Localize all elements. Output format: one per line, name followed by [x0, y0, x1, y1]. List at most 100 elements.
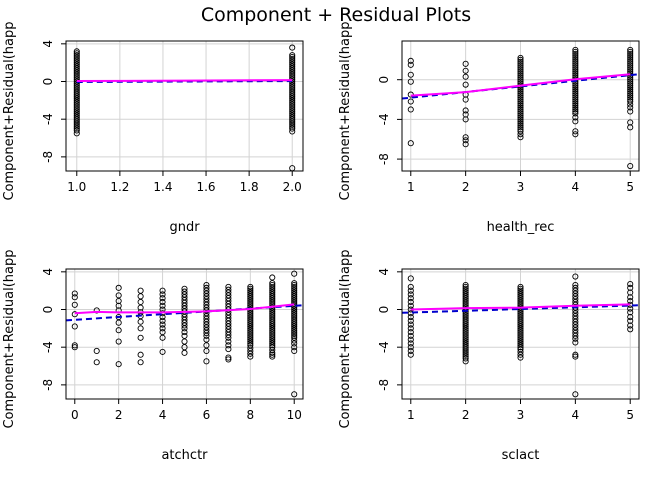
y-tick-label: 4 — [41, 268, 55, 276]
data-point — [289, 91, 296, 98]
smooth-fit-line — [410, 73, 631, 97]
data-point — [627, 88, 634, 95]
panel-1: 1.0 1.2 1.4 1.6 1.8 2.0 gndr -8 -4 0 4 Component+Re… — [2, 21, 304, 235]
data-point — [517, 54, 524, 61]
data-point — [289, 128, 296, 135]
data-point — [71, 301, 78, 308]
data-point — [291, 391, 298, 398]
data-point — [462, 137, 469, 144]
data-point — [627, 54, 634, 61]
data-point — [407, 140, 414, 147]
x-tick-label: 1.4 — [153, 180, 172, 194]
data-point — [289, 85, 296, 93]
data-point — [407, 287, 414, 294]
data-point — [289, 70, 296, 78]
data-point — [407, 340, 414, 347]
data-point — [572, 273, 579, 280]
data-point — [572, 128, 579, 135]
x-axis: 1.0 1.2 1.4 1.6 1.8 2.0 — [67, 171, 302, 194]
data-point — [73, 119, 80, 127]
data-point — [225, 342, 232, 349]
data-point — [517, 56, 524, 63]
data-point — [247, 300, 254, 307]
data-point — [572, 318, 579, 325]
points — [71, 270, 298, 398]
data-point — [572, 64, 579, 71]
data-point — [572, 82, 579, 89]
x-axis: 1 2 3 4 5 — [407, 171, 634, 194]
data-point — [462, 300, 469, 307]
y-axis: -8 -4 0 4 — [41, 268, 66, 391]
x-tick-label: 8 — [247, 408, 255, 422]
x-tick-label: 1 — [407, 180, 415, 194]
data-point — [289, 125, 296, 132]
data-point — [627, 62, 634, 69]
data-point — [462, 351, 469, 358]
data-point — [627, 58, 634, 65]
data-point — [517, 122, 524, 129]
data-point — [247, 291, 254, 298]
data-point — [137, 359, 144, 366]
data-point — [247, 332, 254, 339]
data-point — [517, 295, 524, 302]
data-point — [572, 104, 579, 111]
data-point — [269, 274, 276, 281]
data-point — [572, 92, 579, 99]
data-point — [572, 351, 579, 358]
data-point — [407, 283, 414, 290]
data-point — [115, 338, 122, 345]
data-point — [225, 300, 232, 307]
y-tick-label: -4 — [377, 341, 391, 353]
data-point — [159, 321, 166, 328]
data-point — [159, 325, 166, 332]
y-tick-label: -8 — [377, 379, 391, 391]
data-point — [462, 353, 469, 360]
data-point — [225, 289, 232, 296]
data-point — [93, 359, 100, 366]
data-point — [181, 299, 188, 306]
data-point — [73, 59, 80, 66]
data-point — [225, 295, 232, 302]
data-point — [73, 112, 80, 119]
data-point — [159, 298, 166, 306]
data-point — [203, 332, 210, 339]
y-axis-title: Component+Residual(happ — [2, 21, 17, 200]
data-point — [247, 313, 254, 321]
data-point — [517, 124, 524, 131]
data-point — [115, 284, 122, 291]
data-point — [247, 304, 254, 311]
x-tick-label: 3 — [517, 408, 525, 422]
data-point — [203, 330, 210, 337]
data-point — [115, 302, 122, 309]
data-point — [407, 351, 414, 358]
data-point — [73, 82, 80, 89]
data-point — [291, 270, 298, 277]
x-tick-label: 2 — [462, 408, 470, 422]
data-point — [407, 275, 414, 282]
data-point — [407, 61, 414, 68]
data-point — [627, 162, 634, 170]
data-point — [517, 94, 524, 101]
x-tick-label: 1.0 — [67, 180, 86, 194]
data-point — [269, 342, 276, 349]
data-point — [71, 323, 78, 330]
data-point — [203, 342, 210, 349]
data-point — [73, 63, 80, 70]
y-tick-label: -4 — [377, 113, 391, 125]
data-point — [291, 330, 298, 338]
data-point — [73, 123, 80, 130]
x-tick-label: 4 — [572, 180, 580, 194]
fit-lines — [402, 303, 639, 314]
data-point — [291, 291, 298, 298]
data-point — [137, 351, 144, 358]
data-point — [225, 323, 232, 330]
data-point — [407, 313, 414, 321]
data-point — [572, 46, 579, 53]
data-point — [462, 81, 469, 88]
data-point — [225, 334, 232, 341]
x-tick-label: 5 — [626, 408, 634, 422]
data-point — [517, 102, 524, 109]
x-axis: 0 2 4 6 8 10 — [71, 399, 302, 422]
points — [407, 46, 634, 170]
